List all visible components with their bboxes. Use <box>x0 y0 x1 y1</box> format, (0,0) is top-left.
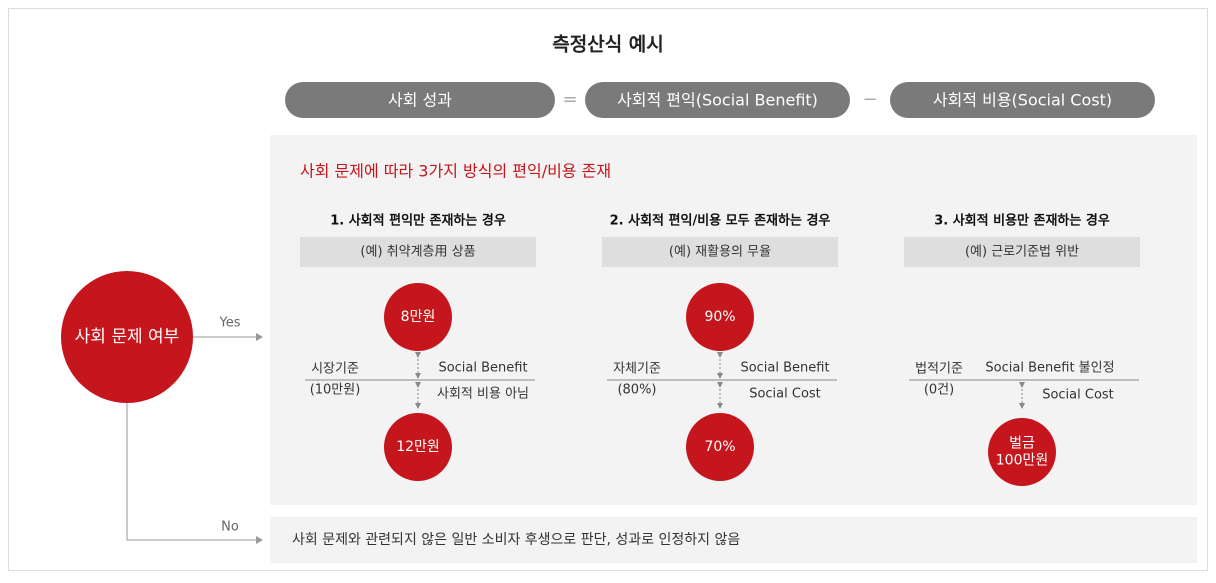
formula-operator: − <box>862 89 877 110</box>
value-circle <box>384 413 452 481</box>
example-text: (예) 재활용의 무율 <box>669 245 771 260</box>
upper-label: Social Benefit <box>740 361 829 376</box>
no-text: 사회 문제와 관련되지 않은 일반 소비자 후생으로 판단, 성과로 인정하지 … <box>292 532 740 548</box>
value-circle <box>988 418 1056 486</box>
panel-heading: 사회 문제에 따라 3가지 방식의 편익/비용 존재 <box>300 162 611 181</box>
decision-circle <box>61 271 193 403</box>
case-heading: 2. 사회적 편익/비용 모두 존재하는 경우 <box>610 213 831 229</box>
upper-label: Social Benefit <box>438 361 527 376</box>
no-arrow <box>126 403 263 544</box>
formula-operator: = <box>562 89 577 110</box>
example-box <box>300 237 536 267</box>
no-label: No <box>221 520 239 535</box>
circle-text: 벌금 <box>1009 436 1035 452</box>
criterion: (10만원) <box>310 383 361 398</box>
lower-label: 사회적 비용 아님 <box>437 387 529 402</box>
case-heading: 3. 사회적 비용만 존재하는 경우 <box>934 213 1110 229</box>
lower-label: Social Cost <box>1042 388 1114 403</box>
criterion: (80%) <box>617 383 656 398</box>
example-text: (예) 근로기준법 위반 <box>965 245 1079 260</box>
example-text: (예) 취약계층用 상품 <box>360 245 475 260</box>
title: 측정산식 예시 <box>552 34 664 56</box>
value-circle <box>686 283 754 351</box>
example-box <box>602 237 838 267</box>
formula-term: 사회 성과 <box>388 91 452 110</box>
formula-pill <box>890 82 1155 118</box>
formula-pill <box>285 82 555 118</box>
no-box <box>270 517 1197 563</box>
decision-label: 사회 문제 여부 <box>75 327 180 347</box>
circle-text: 8만원 <box>401 309 436 325</box>
formula-term: 사회적 편익(Social Benefit) <box>617 91 818 110</box>
circle-text: 70% <box>704 439 735 455</box>
circle-text: 12만원 <box>396 439 440 455</box>
case-heading: 1. 사회적 편익만 존재하는 경우 <box>330 213 506 229</box>
criterion: 법적기준 <box>915 362 963 377</box>
lower-label: Social Cost <box>749 387 821 402</box>
value-circle <box>384 283 452 351</box>
circle-text: 100만원 <box>996 453 1048 469</box>
yes-label: Yes <box>219 316 241 331</box>
formula-term: 사회적 비용(Social Cost) <box>933 91 1112 110</box>
upper-label: Social Benefit 불인정 <box>985 361 1114 376</box>
criterion: (0건) <box>924 383 954 398</box>
example-box <box>904 237 1140 267</box>
criterion: 자체기준 <box>613 362 661 377</box>
formula-pill <box>585 82 850 118</box>
value-circle <box>686 413 754 481</box>
circle-text: 90% <box>704 309 735 325</box>
criterion: 시장기준 <box>311 362 359 377</box>
